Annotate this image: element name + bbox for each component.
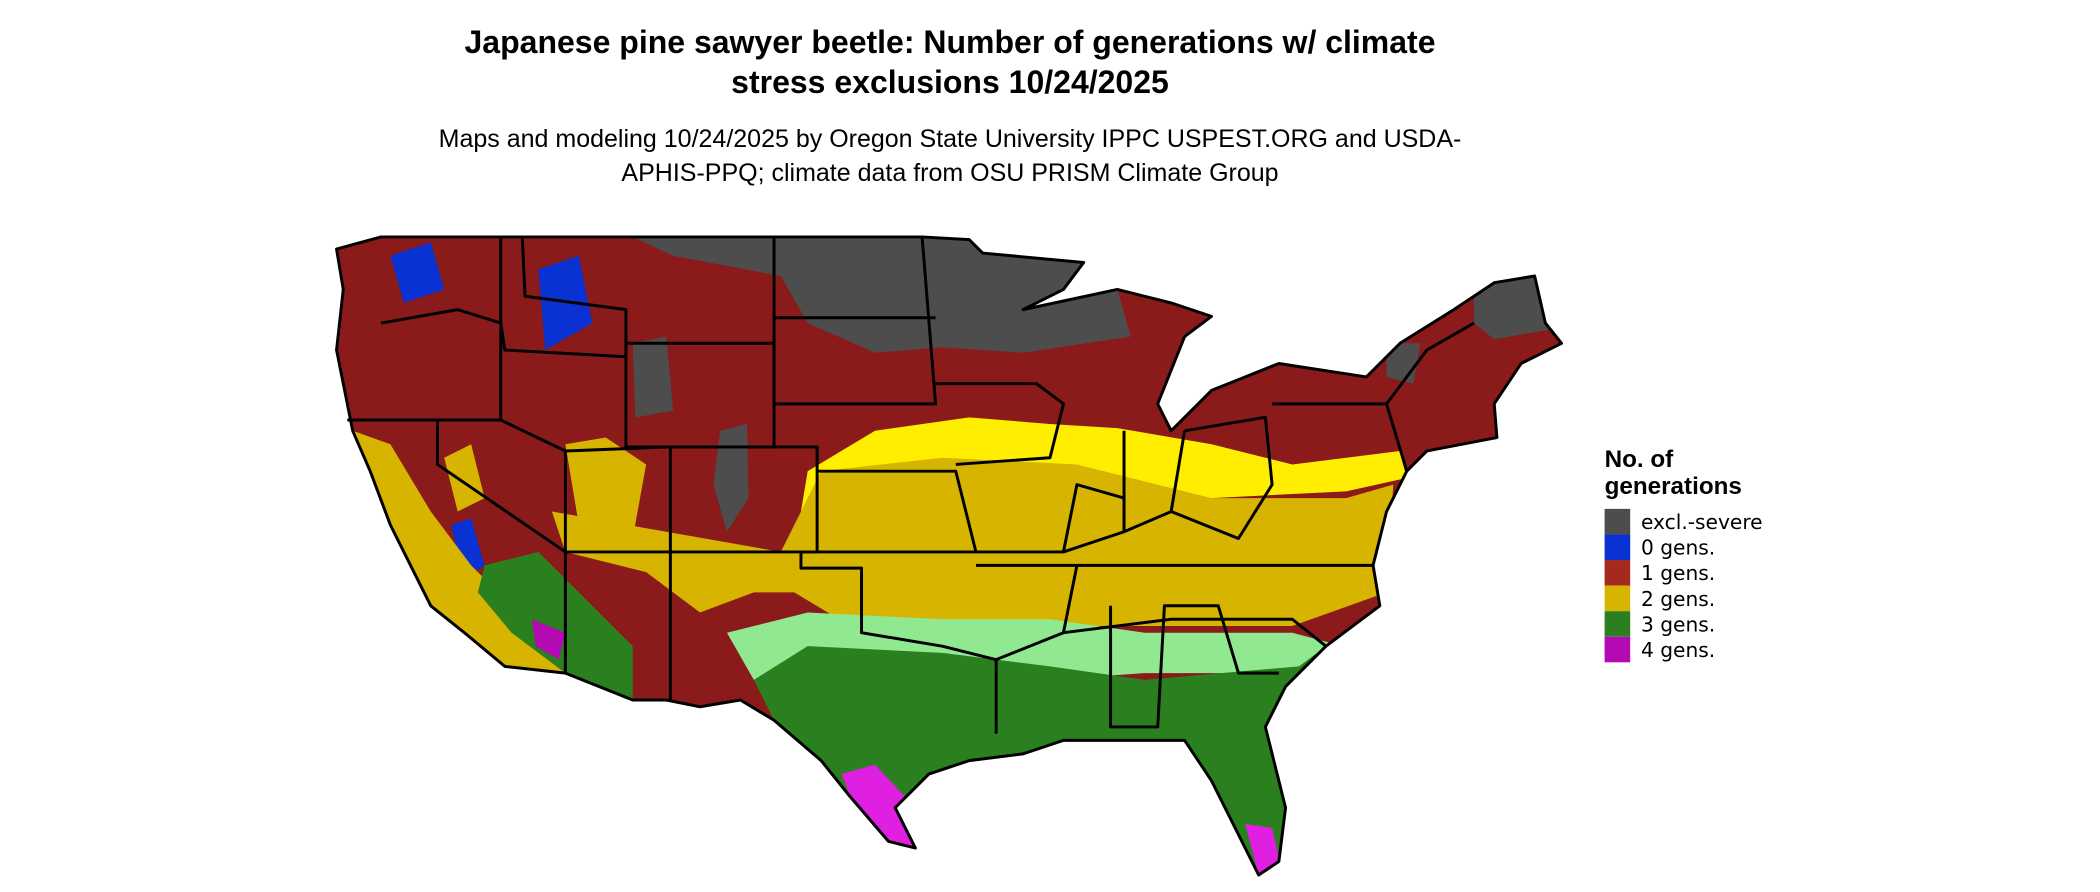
legend-label: 1 gens. (1641, 561, 1715, 585)
region-2-gen (565, 437, 647, 539)
legend-swatch (1604, 534, 1631, 561)
legend-swatch (1604, 508, 1631, 535)
legend-label: 4 gens. (1641, 638, 1715, 662)
region-2-gen (551, 457, 1394, 653)
region-excluded (1386, 343, 1421, 384)
region-excluded (713, 424, 749, 532)
region-excluded (1474, 269, 1549, 340)
legend-swatch (1604, 585, 1631, 612)
legend-swatch (1604, 560, 1631, 586)
region-2-gen (352, 430, 633, 701)
region-excluded (632, 336, 674, 418)
legend-label: 2 gens. (1641, 587, 1715, 611)
state-borders (335, 235, 1564, 877)
legend-label: 0 gens. (1641, 536, 1715, 560)
region-4-gen (531, 619, 566, 660)
region-0-gen (450, 518, 485, 579)
region-4-gen (841, 764, 923, 849)
region-2-gen-light (800, 417, 1407, 512)
legend-title: No. of generations (1605, 446, 1742, 500)
region-0-gen (390, 242, 445, 303)
map-subtitle: Maps and modeling 10/24/2025 by Oregon S… (438, 125, 1462, 187)
region-3-gen (477, 551, 633, 701)
legend-label: 3 gens. (1641, 612, 1715, 636)
map-title: Japanese pine sawyer beetle: Number of g… (464, 24, 1436, 100)
legend-label: excl.-severe (1641, 510, 1763, 534)
region-2-gen (444, 444, 485, 512)
legend-swatch (1604, 636, 1631, 663)
legend-swatch (1604, 611, 1631, 637)
region-excluded (632, 236, 1131, 353)
region-4-gen (1245, 823, 1282, 876)
